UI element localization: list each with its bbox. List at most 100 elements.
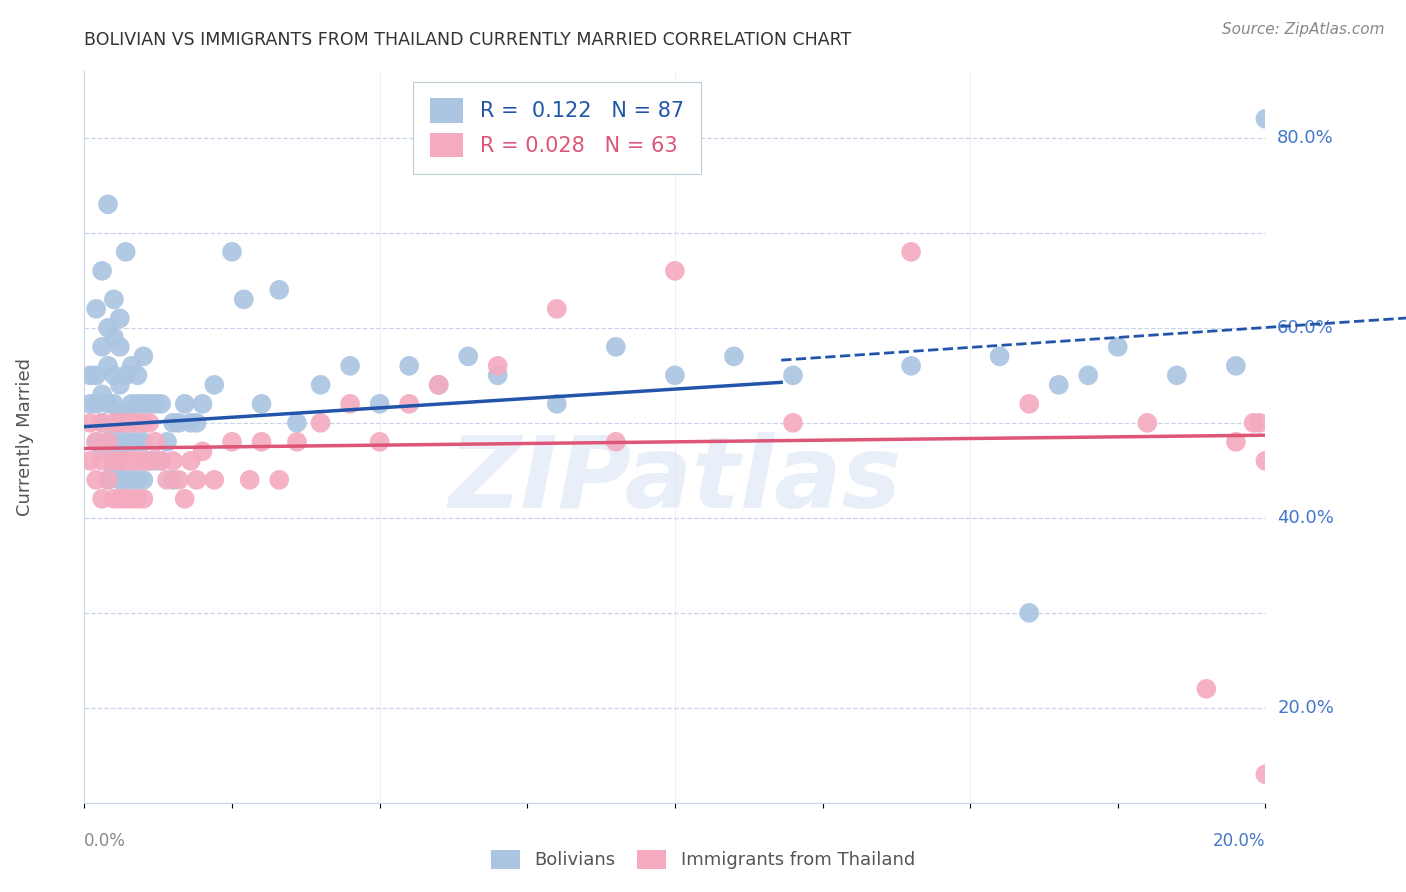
Point <box>285 434 308 449</box>
Point <box>127 434 149 449</box>
Point <box>250 397 273 411</box>
Point <box>1107 340 1129 354</box>
Point <box>97 197 120 211</box>
Text: ZIPatlas: ZIPatlas <box>449 433 901 530</box>
Point <box>173 491 195 506</box>
Point <box>91 387 114 401</box>
Point <box>114 406 136 420</box>
Point <box>91 491 114 506</box>
Point <box>988 349 1011 363</box>
Point <box>180 454 202 468</box>
Point <box>127 416 149 430</box>
Point <box>84 434 107 449</box>
Point <box>121 473 143 487</box>
Point <box>285 416 308 430</box>
Point <box>121 454 143 468</box>
Point <box>97 434 120 449</box>
Point <box>84 301 107 316</box>
Point <box>269 283 291 297</box>
Text: 60.0%: 60.0% <box>1277 318 1334 337</box>
Point <box>239 473 262 487</box>
Point <box>108 406 131 420</box>
Text: BOLIVIAN VS IMMIGRANTS FROM THAILAND CURRENTLY MARRIED CORRELATION CHART: BOLIVIAN VS IMMIGRANTS FROM THAILAND CUR… <box>84 31 852 49</box>
Point <box>132 349 155 363</box>
Point <box>84 397 107 411</box>
Point <box>1195 681 1218 696</box>
Point <box>605 434 627 449</box>
Text: Source: ZipAtlas.com: Source: ZipAtlas.com <box>1222 22 1385 37</box>
Point <box>114 244 136 259</box>
Point <box>97 473 120 487</box>
Text: 80.0%: 80.0% <box>1277 128 1334 147</box>
Point <box>132 416 155 430</box>
Point <box>186 473 208 487</box>
Point <box>167 473 190 487</box>
Point <box>114 416 136 430</box>
Point <box>84 434 107 449</box>
Point <box>1018 397 1040 411</box>
Point <box>121 491 143 506</box>
Point <box>1225 359 1247 373</box>
Point <box>221 434 243 449</box>
Point <box>1047 377 1070 392</box>
Point <box>127 397 149 411</box>
Point <box>103 397 125 411</box>
Point <box>108 444 131 458</box>
Point <box>108 311 131 326</box>
Point <box>309 377 332 392</box>
Point <box>108 340 131 354</box>
Point <box>121 416 143 430</box>
Point <box>103 293 125 307</box>
Point <box>79 368 101 383</box>
Point <box>782 416 804 430</box>
Point <box>202 473 225 487</box>
Point <box>269 473 291 487</box>
Point <box>114 454 136 468</box>
Point <box>138 454 160 468</box>
Point <box>132 434 155 449</box>
Point <box>79 454 101 468</box>
Point <box>114 434 136 449</box>
Point <box>486 359 509 373</box>
Point <box>103 454 125 468</box>
Point <box>186 416 208 430</box>
Point <box>121 359 143 373</box>
Point <box>1243 416 1265 430</box>
Point <box>97 397 120 411</box>
Point <box>84 368 107 383</box>
Text: 20.0%: 20.0% <box>1277 698 1334 717</box>
Point <box>1254 454 1277 468</box>
Point <box>103 368 125 383</box>
Point <box>202 377 225 392</box>
Point <box>138 397 160 411</box>
Point <box>143 397 166 411</box>
Point <box>91 416 114 430</box>
Text: 20.0%: 20.0% <box>1213 832 1265 850</box>
Point <box>108 473 131 487</box>
Point <box>114 491 136 506</box>
Point <box>91 454 114 468</box>
Point <box>368 397 391 411</box>
Point <box>162 454 184 468</box>
Point <box>150 397 173 411</box>
Point <box>103 463 125 477</box>
Point <box>132 454 155 468</box>
Point <box>782 368 804 383</box>
Point <box>108 491 131 506</box>
Point <box>191 444 214 458</box>
Point <box>156 473 179 487</box>
Point <box>114 473 136 487</box>
Point <box>103 416 125 430</box>
Point <box>1077 368 1099 383</box>
Point <box>121 397 143 411</box>
Point <box>143 434 166 449</box>
Point <box>79 416 101 430</box>
Point <box>1254 112 1277 126</box>
Point <box>103 330 125 344</box>
Point <box>97 434 120 449</box>
Point <box>162 473 184 487</box>
Point <box>121 434 143 449</box>
Point <box>108 377 131 392</box>
Point <box>138 416 160 430</box>
Point <box>427 377 450 392</box>
